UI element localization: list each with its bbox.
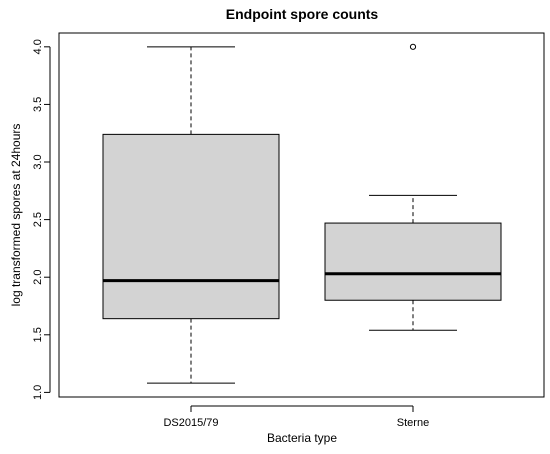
- iqr-box: [102, 133, 280, 320]
- y-tick-label: 3.0: [32, 154, 44, 169]
- plot-frame: [58, 32, 545, 398]
- y-axis: 1.0 1.5 2.0 2.5 3.0 3.5 4.0: [32, 39, 51, 400]
- x-tick-label: Sterne: [397, 417, 429, 429]
- y-tick-label: 3.5: [32, 97, 44, 112]
- y-tick-label: 4.0: [32, 39, 44, 54]
- outlier-point: [409, 43, 417, 50]
- y-tick-label: 1.5: [32, 327, 44, 342]
- x-tick-label: DS2015/79: [163, 417, 218, 429]
- box-group-sterne: [324, 43, 502, 331]
- y-axis-label: log transformed spores at 24hours: [9, 124, 23, 307]
- boxes: [102, 43, 502, 384]
- x-axis: DS2015/79 Sterne: [163, 405, 429, 429]
- y-tick-label: 2.5: [32, 212, 44, 227]
- x-axis-label: Bacteria type: [267, 431, 337, 445]
- chart-title: Endpoint spore counts: [226, 6, 379, 22]
- iqr-box: [324, 222, 502, 301]
- y-tick-label: 2.0: [32, 270, 44, 285]
- y-tick-label: 1.0: [32, 385, 44, 400]
- box-group-ds2015-79: [102, 46, 280, 384]
